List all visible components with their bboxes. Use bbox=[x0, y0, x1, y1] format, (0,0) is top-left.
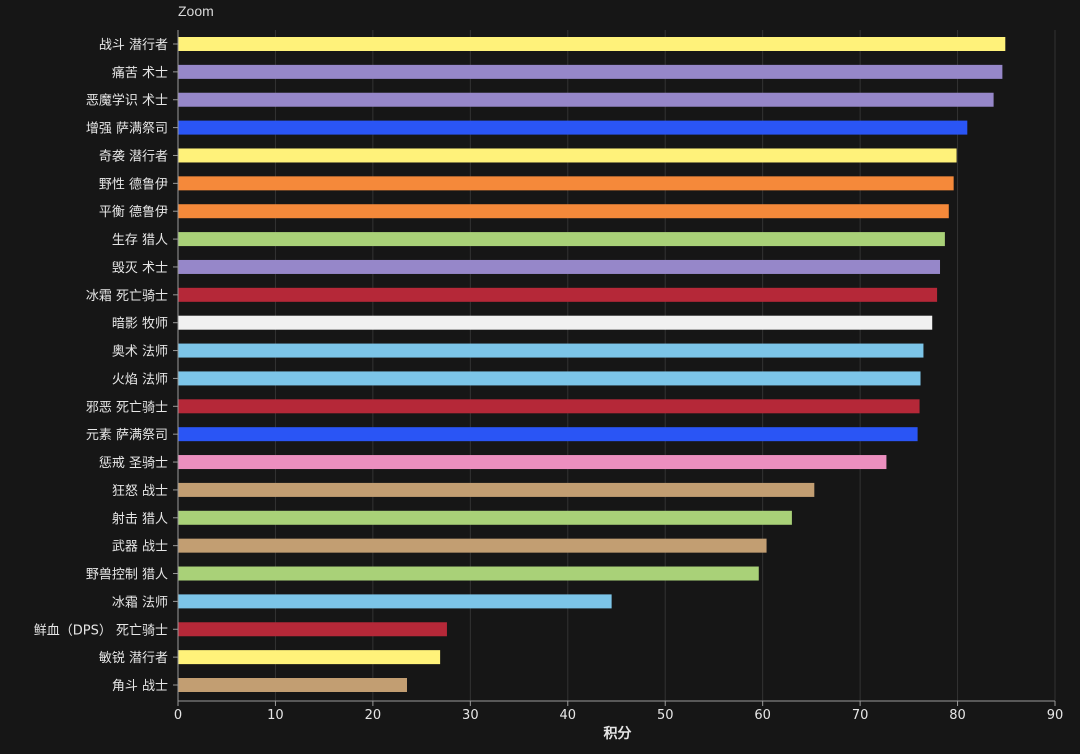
category-label: 野性 德鲁伊 bbox=[99, 177, 168, 192]
bar[interactable] bbox=[178, 566, 759, 581]
category-label: 暗影 牧师 bbox=[112, 317, 168, 332]
bar[interactable] bbox=[178, 37, 1006, 51]
x-tick-label: 50 bbox=[657, 708, 674, 723]
bar[interactable] bbox=[178, 482, 815, 497]
bar[interactable] bbox=[178, 64, 1003, 79]
category-label: 射击 猎人 bbox=[112, 511, 168, 527]
category-label: 元素 萨满祭司 bbox=[86, 428, 168, 443]
x-tick-labels: 0 10 20 30 40 50 60 70 80 90 bbox=[174, 701, 1063, 723]
bar[interactable] bbox=[178, 232, 945, 247]
bar[interactable] bbox=[178, 678, 407, 692]
category-label: 生存 猎人 bbox=[112, 233, 168, 248]
category-label: 敏锐 潜行者 bbox=[99, 651, 168, 666]
x-tick-label: 70 bbox=[852, 708, 869, 723]
category-label: 冰霜 死亡骑士 bbox=[86, 289, 168, 304]
category-label: 奥术 法师 bbox=[112, 345, 168, 360]
category-label: 邪恶 死亡骑士 bbox=[86, 400, 168, 415]
bar[interactable] bbox=[178, 371, 921, 386]
category-label: 角斗 战士 bbox=[112, 679, 168, 694]
bar[interactable] bbox=[178, 510, 792, 525]
bar[interactable] bbox=[178, 455, 887, 470]
x-tick-label: 90 bbox=[1047, 708, 1064, 723]
category-label: 野兽控制 猎人 bbox=[86, 568, 168, 583]
bar[interactable] bbox=[178, 259, 941, 274]
category-label: 奇袭 潜行者 bbox=[99, 148, 168, 164]
bar[interactable] bbox=[178, 427, 918, 442]
bar[interactable] bbox=[178, 148, 957, 163]
bar[interactable] bbox=[178, 287, 938, 302]
bar[interactable] bbox=[178, 120, 968, 135]
category-label: 火焰 法师 bbox=[112, 372, 168, 387]
x-tick-label: 40 bbox=[560, 708, 577, 723]
bar[interactable] bbox=[178, 315, 933, 330]
category-label: 痛苦 术士 bbox=[112, 65, 168, 81]
x-tick-label: 10 bbox=[267, 708, 284, 723]
x-tick-label: 0 bbox=[174, 708, 182, 723]
bar[interactable] bbox=[178, 204, 949, 219]
category-label: 平衡 德鲁伊 bbox=[99, 205, 168, 220]
bar[interactable] bbox=[178, 594, 612, 609]
category-label: 增强 萨满祭司 bbox=[86, 122, 168, 137]
category-label: 战斗 潜行者 bbox=[99, 38, 168, 53]
bar[interactable] bbox=[178, 399, 920, 414]
category-label: 武器 战士 bbox=[112, 540, 168, 555]
bar[interactable] bbox=[178, 343, 924, 358]
category-label: 恶魔学识 术士 bbox=[86, 93, 168, 109]
bar[interactable] bbox=[178, 622, 447, 637]
x-tick-label: 80 bbox=[949, 708, 966, 723]
x-axis-title: 积分 bbox=[604, 725, 632, 742]
x-tick-label: 60 bbox=[754, 708, 771, 723]
bar[interactable] bbox=[178, 92, 994, 107]
bar[interactable] bbox=[178, 176, 954, 191]
bar[interactable] bbox=[178, 650, 441, 665]
zoom-button[interactable]: Zoom bbox=[178, 3, 214, 19]
category-label: 毁灭 术士 bbox=[112, 261, 168, 276]
bars bbox=[178, 37, 1006, 692]
category-label: 鲜血（DPS） 死亡骑士 bbox=[34, 623, 168, 638]
bar[interactable] bbox=[178, 538, 767, 553]
x-tick-label: 20 bbox=[365, 708, 382, 723]
category-label: 狂怒 战士 bbox=[112, 484, 168, 499]
category-label: 惩戒 圣骑士 bbox=[99, 456, 168, 471]
category-label: 冰霜 法师 bbox=[112, 595, 168, 610]
x-tick-label: 30 bbox=[462, 708, 479, 723]
grid-lines bbox=[274, 30, 1056, 701]
